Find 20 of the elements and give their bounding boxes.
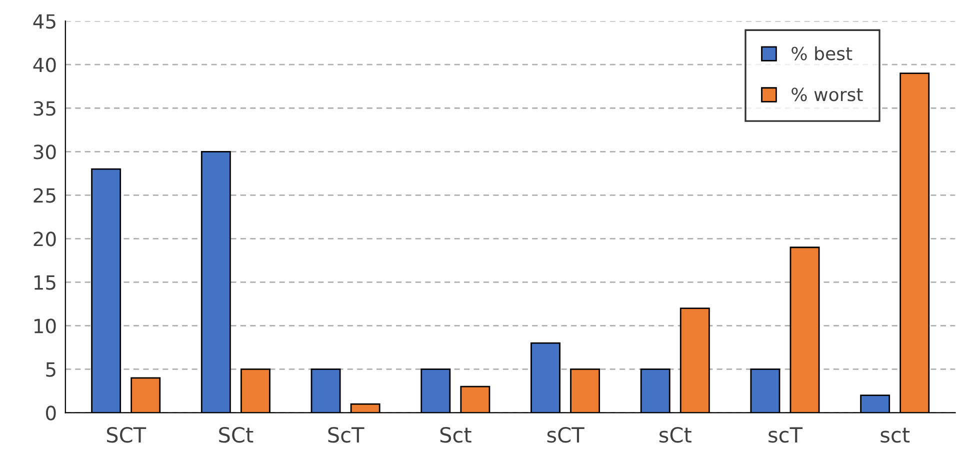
y-tick-label: 40	[33, 58, 56, 72]
x-tick-label: scT	[768, 427, 803, 443]
x-tick-label: sCT	[547, 426, 584, 443]
x-tick-label: Sct	[440, 426, 472, 443]
y-tick-label: 25	[34, 188, 56, 203]
y-tick-label: 30	[34, 144, 56, 160]
x-tick-label: sCt	[659, 426, 692, 443]
legend-label: % best	[792, 46, 852, 60]
y-tick-label: 10	[34, 318, 56, 334]
y-tick-label: 15	[34, 275, 56, 290]
legend-label: % worst	[792, 88, 863, 102]
x-tick-label: SCt	[219, 426, 254, 443]
y-tick-label: 5	[46, 362, 56, 377]
x-tick-label: SCT	[106, 426, 146, 443]
y-tick-label: 35	[34, 101, 56, 116]
y-tick-label: 20	[34, 232, 56, 246]
y-tick-label: 0	[46, 406, 56, 420]
x-tick-label: sct	[880, 428, 910, 443]
x-tick-label: ScT	[328, 426, 364, 443]
y-tick-label: 45	[33, 14, 56, 29]
